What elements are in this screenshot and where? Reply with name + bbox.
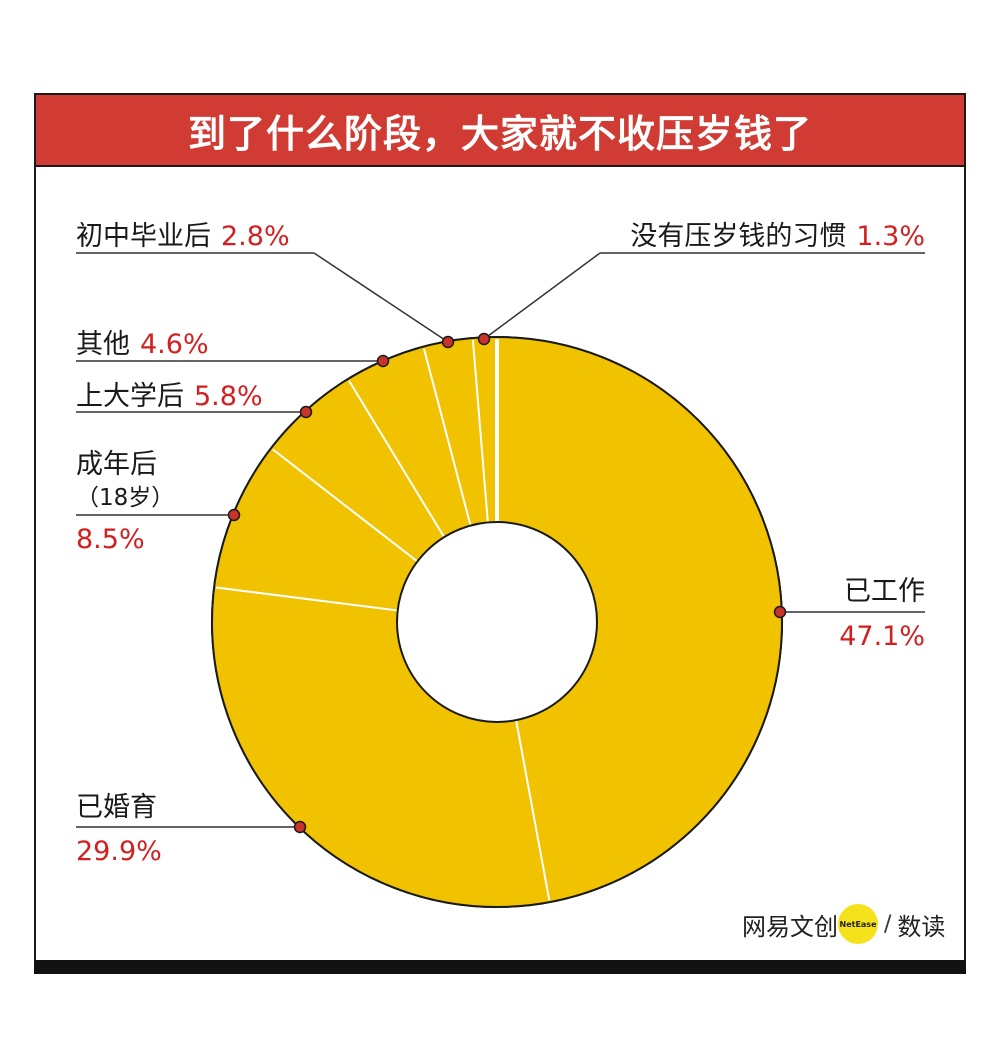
leader-marker-2 [227, 508, 241, 522]
slice-6 [473, 337, 497, 523]
slice-label-4: 其他 4.6% [76, 329, 209, 360]
leader-marker-0 [773, 605, 787, 619]
slice-1 [211, 586, 549, 907]
slice-2 [214, 447, 418, 610]
bottom-bar [34, 960, 966, 974]
slice-label-6: 没有压岁钱的习惯 1.3% [630, 221, 925, 252]
slice-label-5: 初中毕业后 2.8% [76, 221, 290, 252]
donut-outer-ring [211, 336, 783, 908]
slice-name-1: 已婚育 [76, 792, 157, 823]
logo-brand: 网易文创 [742, 912, 838, 941]
slice-label-3: 上大学后 5.8% [76, 381, 263, 412]
leader-lines-group [76, 252, 925, 834]
title-bar: 到了什么阶段，大家就不收压岁钱了 [36, 95, 964, 167]
slice-name-6: 没有压岁钱的习惯 [630, 221, 846, 252]
slice-value-3: 5.8% [194, 381, 263, 412]
slice-name-2: 成年后 [76, 449, 157, 480]
logo-slash: / [884, 911, 892, 937]
slice-separator-0 [513, 719, 551, 901]
leader-marker-6 [477, 332, 491, 346]
slice-label-2: 成年后 [76, 449, 157, 480]
leader-marker-1 [293, 820, 307, 834]
leader-diagonal-5 [313, 252, 449, 343]
slice-5 [424, 337, 489, 526]
logo-badge: NetEase [838, 904, 878, 944]
leader-diagonal-6 [483, 252, 601, 340]
slice-name-5: 初中毕业后 [76, 221, 211, 252]
chart-title: 到了什么阶段，大家就不收压岁钱了 [187, 111, 812, 156]
slice-separator-4 [422, 347, 474, 526]
logo-section: 数读 [897, 912, 946, 941]
slice-name-0: 已工作 [844, 576, 925, 607]
slice-value-0: 47.1% [839, 621, 925, 652]
slice-value-4: 4.6% [140, 329, 209, 360]
leader-marker-3 [299, 405, 313, 419]
slice-name-4: 其他 [76, 329, 130, 360]
slice-label-0: 已工作 [844, 576, 925, 607]
slice-4 [348, 346, 472, 537]
slice-value-2: 8.5% [76, 524, 145, 555]
labels-group: 已工作 47.1% 已婚育 29.9% 成年后 （18岁） 8.5% 上大学后 5.8% 其他 4.… [76, 221, 925, 867]
slice-value-5: 2.8% [221, 221, 290, 252]
netease-logo: 网易文创 NetEase / 数读 [742, 904, 945, 944]
slice-value-1: 29.9% [76, 836, 162, 867]
slice-name-3: 上大学后 [76, 381, 184, 412]
slice-0 [497, 337, 783, 903]
slice-label-1: 已婚育 [76, 792, 157, 823]
slice-value-6: 1.3% [856, 221, 925, 252]
leader-marker-4 [376, 354, 390, 368]
leader-marker-5 [441, 335, 455, 349]
slice-sublabel-2: （18岁） [76, 485, 174, 511]
donut-hole [396, 521, 598, 723]
slice-3 [271, 378, 446, 561]
